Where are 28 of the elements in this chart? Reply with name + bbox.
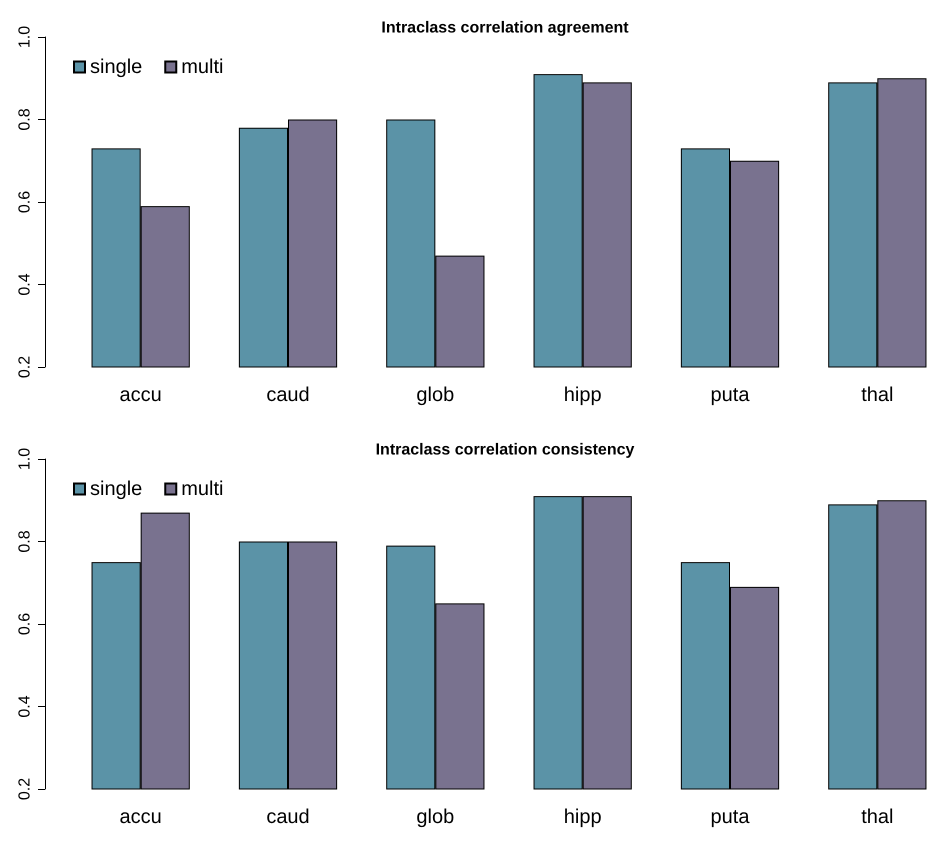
x-tick-label: thal — [861, 806, 894, 828]
y-tick-label: 0.2 — [16, 356, 34, 378]
x-tick-label: puta — [710, 806, 750, 828]
y-tick-label: 0.8 — [16, 108, 34, 131]
y-tick-label: 0.4 — [16, 273, 34, 296]
y-tick-label: 0.6 — [16, 612, 34, 636]
x-tick-label: hipp — [564, 806, 602, 828]
y-tick-label: 0.8 — [16, 530, 34, 553]
y-tick-label: 0.2 — [16, 778, 34, 800]
y-tick-label: 0.4 — [16, 695, 34, 718]
chart-title: Intraclass correlation agreement — [381, 20, 630, 36]
x-tick-label: caud — [266, 806, 310, 828]
legend-label: multi — [181, 478, 224, 500]
x-tick-label: puta — [710, 384, 750, 406]
x-tick-label: glob — [416, 806, 454, 828]
legend-label: single — [90, 478, 142, 500]
x-tick-label: thal — [861, 384, 894, 406]
legend-label: single — [90, 56, 142, 78]
y-tick-label: 1.0 — [16, 26, 34, 48]
x-tick-label: accu — [120, 384, 162, 406]
legend-label: multi — [181, 56, 224, 78]
x-tick-label: caud — [266, 384, 310, 406]
chart-title: Intraclass correlation consistency — [376, 442, 634, 458]
x-tick-label: glob — [416, 384, 454, 406]
y-tick-label: 0.6 — [16, 190, 34, 214]
y-tick-label: 1.0 — [16, 448, 34, 470]
x-tick-label: accu — [120, 806, 162, 828]
x-tick-label: hipp — [564, 384, 602, 406]
